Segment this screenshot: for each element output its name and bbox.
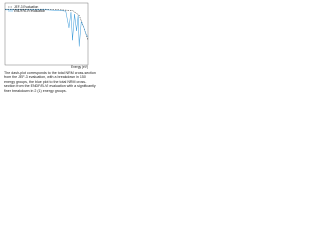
- series-line: [5, 9, 89, 47]
- legend-label: ENDF/B-VI evaluation: [14, 9, 45, 13]
- page: {"chart_data":{"type":"line","x_label":"…: [0, 0, 100, 114]
- series-line: [5, 8, 89, 41]
- x-axis-label: Energy (eV): [71, 65, 88, 69]
- plot-frame: [4, 2, 89, 66]
- legend-label: JEF-3 Evaluation: [14, 5, 38, 9]
- caption: The dash-plot corresponds to the total N…: [4, 71, 96, 93]
